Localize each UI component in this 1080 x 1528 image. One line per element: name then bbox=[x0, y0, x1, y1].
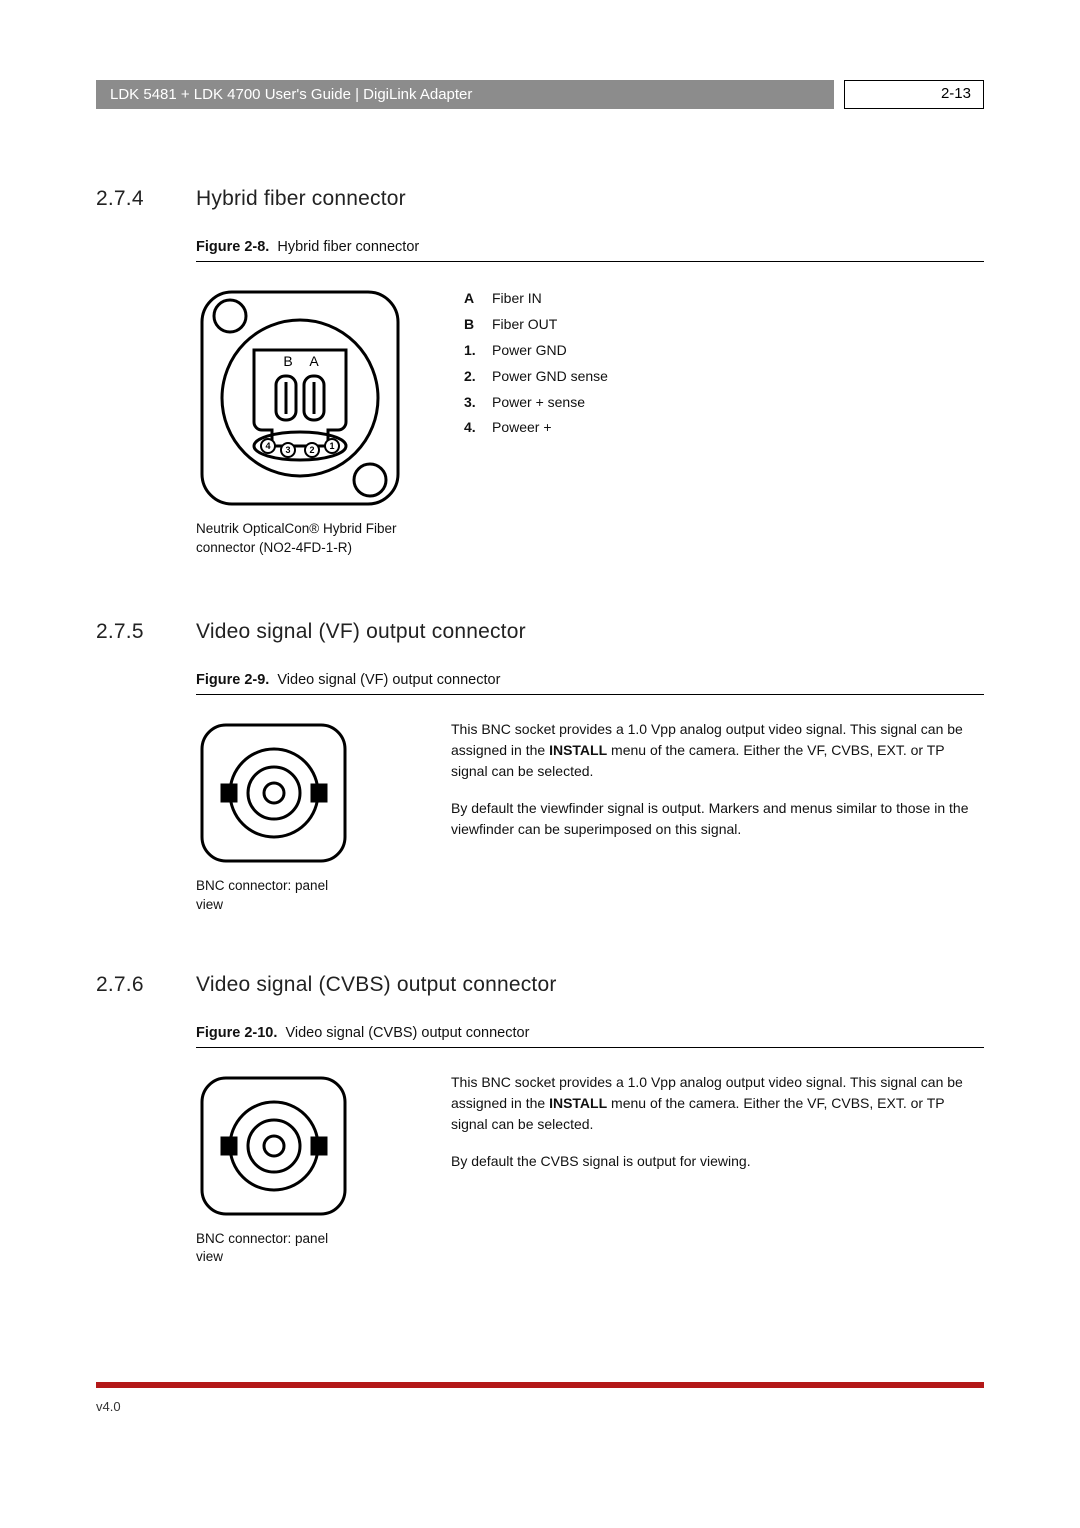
figure-label: Figure 2-9. bbox=[196, 672, 269, 688]
figure-rule bbox=[196, 261, 984, 262]
section-number: 2.7.5 bbox=[96, 620, 196, 644]
figure-rule bbox=[196, 1047, 984, 1048]
bnc-image-caption: BNC connector: panel view bbox=[196, 1230, 351, 1268]
pin-val: Power GND bbox=[492, 338, 984, 364]
pin-row: 2. Power GND sense bbox=[464, 364, 984, 390]
hybrid-pin-list: A Fiber IN B Fiber OUT 1. Power GND 2. P… bbox=[464, 286, 984, 558]
pin-row: B Fiber OUT bbox=[464, 312, 984, 338]
figure-title: Hybrid fiber connector bbox=[277, 239, 419, 255]
text-bold: INSTALL bbox=[549, 742, 607, 758]
pin-key: B bbox=[464, 312, 492, 338]
figure-row-vf: BNC connector: panel view This BNC socke… bbox=[196, 719, 984, 915]
figure-label: Figure 2-10. bbox=[196, 1025, 277, 1041]
svg-text:B: B bbox=[283, 353, 292, 369]
pin-key: A bbox=[464, 286, 492, 312]
page-number: 2-13 bbox=[941, 85, 971, 102]
svg-text:2: 2 bbox=[309, 445, 314, 455]
section-heading-hybrid: 2.7.4 Hybrid fiber connector bbox=[96, 187, 984, 211]
svg-text:A: A bbox=[309, 353, 319, 369]
figure-caption: Figure 2-9. Video signal (VF) output con… bbox=[196, 672, 984, 688]
footer-version: v4.0 bbox=[96, 1399, 121, 1414]
figure-caption: Figure 2-10. Video signal (CVBS) output … bbox=[196, 1025, 984, 1041]
section-number: 2.7.6 bbox=[96, 973, 196, 997]
section-body-hybrid: Figure 2-8. Hybrid fiber connector bbox=[196, 239, 984, 558]
vf-description: This BNC socket provides a 1.0 Vpp analo… bbox=[411, 719, 984, 915]
bnc-connector-diagram: BNC connector: panel view bbox=[196, 1072, 351, 1268]
section-title: Hybrid fiber connector bbox=[196, 187, 984, 211]
guide-title-bar: LDK 5481 + LDK 4700 User's Guide | DigiL… bbox=[96, 80, 834, 109]
svg-text:4: 4 bbox=[265, 441, 270, 451]
figure-row-hybrid: 4 3 2 1 B A Neutrik OpticalCon® Hybrid F… bbox=[196, 286, 984, 558]
text-bold: INSTALL bbox=[549, 1095, 607, 1111]
pin-row: 1. Power GND bbox=[464, 338, 984, 364]
opticalcon-svg: 4 3 2 1 B A bbox=[196, 286, 404, 510]
page-number-box: 2-13 bbox=[844, 80, 984, 109]
section-body-vf: Figure 2-9. Video signal (VF) output con… bbox=[196, 672, 984, 915]
page-header: LDK 5481 + LDK 4700 User's Guide | DigiL… bbox=[96, 80, 984, 109]
figure-row-cvbs: BNC connector: panel view This BNC socke… bbox=[196, 1072, 984, 1268]
section-heading-cvbs: 2.7.6 Video signal (CVBS) output connect… bbox=[96, 973, 984, 997]
section-title: Video signal (VF) output connector bbox=[196, 620, 984, 644]
vf-desc-p2: By default the viewfinder signal is outp… bbox=[451, 798, 984, 840]
hybrid-image-caption: Neutrik OpticalCon® Hybrid Fiber connect… bbox=[196, 520, 404, 558]
pin-key: 2. bbox=[464, 364, 492, 390]
figure-label: Figure 2-8. bbox=[196, 239, 269, 255]
pin-key: 1. bbox=[464, 338, 492, 364]
page: LDK 5481 + LDK 4700 User's Guide | DigiL… bbox=[0, 0, 1080, 1448]
bnc-svg bbox=[196, 1072, 351, 1220]
figure-rule bbox=[196, 694, 984, 695]
guide-title: LDK 5481 + LDK 4700 User's Guide | DigiL… bbox=[110, 86, 472, 103]
pin-val: Power GND sense bbox=[492, 364, 984, 390]
pin-val: Power + sense bbox=[492, 390, 984, 416]
footer-rule bbox=[96, 1382, 984, 1388]
section-number: 2.7.4 bbox=[96, 187, 196, 211]
pin-val: Fiber OUT bbox=[492, 312, 984, 338]
figure-title: Video signal (VF) output connector bbox=[277, 672, 500, 688]
cvbs-desc-p1: This BNC socket provides a 1.0 Vpp analo… bbox=[451, 1072, 984, 1135]
bnc-image-caption: BNC connector: panel view bbox=[196, 877, 351, 915]
pin-val: Poweer + bbox=[492, 415, 984, 441]
vf-desc-p1: This BNC socket provides a 1.0 Vpp analo… bbox=[451, 719, 984, 782]
cvbs-description: This BNC socket provides a 1.0 Vpp analo… bbox=[411, 1072, 984, 1268]
pin-key: 3. bbox=[464, 390, 492, 416]
svg-text:3: 3 bbox=[285, 445, 290, 455]
hybrid-connector-diagram: 4 3 2 1 B A Neutrik OpticalCon® Hybrid F… bbox=[196, 286, 404, 558]
bnc-svg bbox=[196, 719, 351, 867]
pin-row: A Fiber IN bbox=[464, 286, 984, 312]
pin-row: 4. Poweer + bbox=[464, 415, 984, 441]
cvbs-desc-p2: By default the CVBS signal is output for… bbox=[451, 1151, 984, 1172]
bnc-connector-diagram: BNC connector: panel view bbox=[196, 719, 351, 915]
figure-title: Video signal (CVBS) output connector bbox=[285, 1025, 529, 1041]
figure-caption: Figure 2-8. Hybrid fiber connector bbox=[196, 239, 984, 255]
svg-text:1: 1 bbox=[329, 441, 334, 451]
section-heading-vf: 2.7.5 Video signal (VF) output connector bbox=[96, 620, 984, 644]
section-body-cvbs: Figure 2-10. Video signal (CVBS) output … bbox=[196, 1025, 984, 1268]
pin-key: 4. bbox=[464, 415, 492, 441]
pin-row: 3. Power + sense bbox=[464, 390, 984, 416]
section-title: Video signal (CVBS) output connector bbox=[196, 973, 984, 997]
pin-val: Fiber IN bbox=[492, 286, 984, 312]
